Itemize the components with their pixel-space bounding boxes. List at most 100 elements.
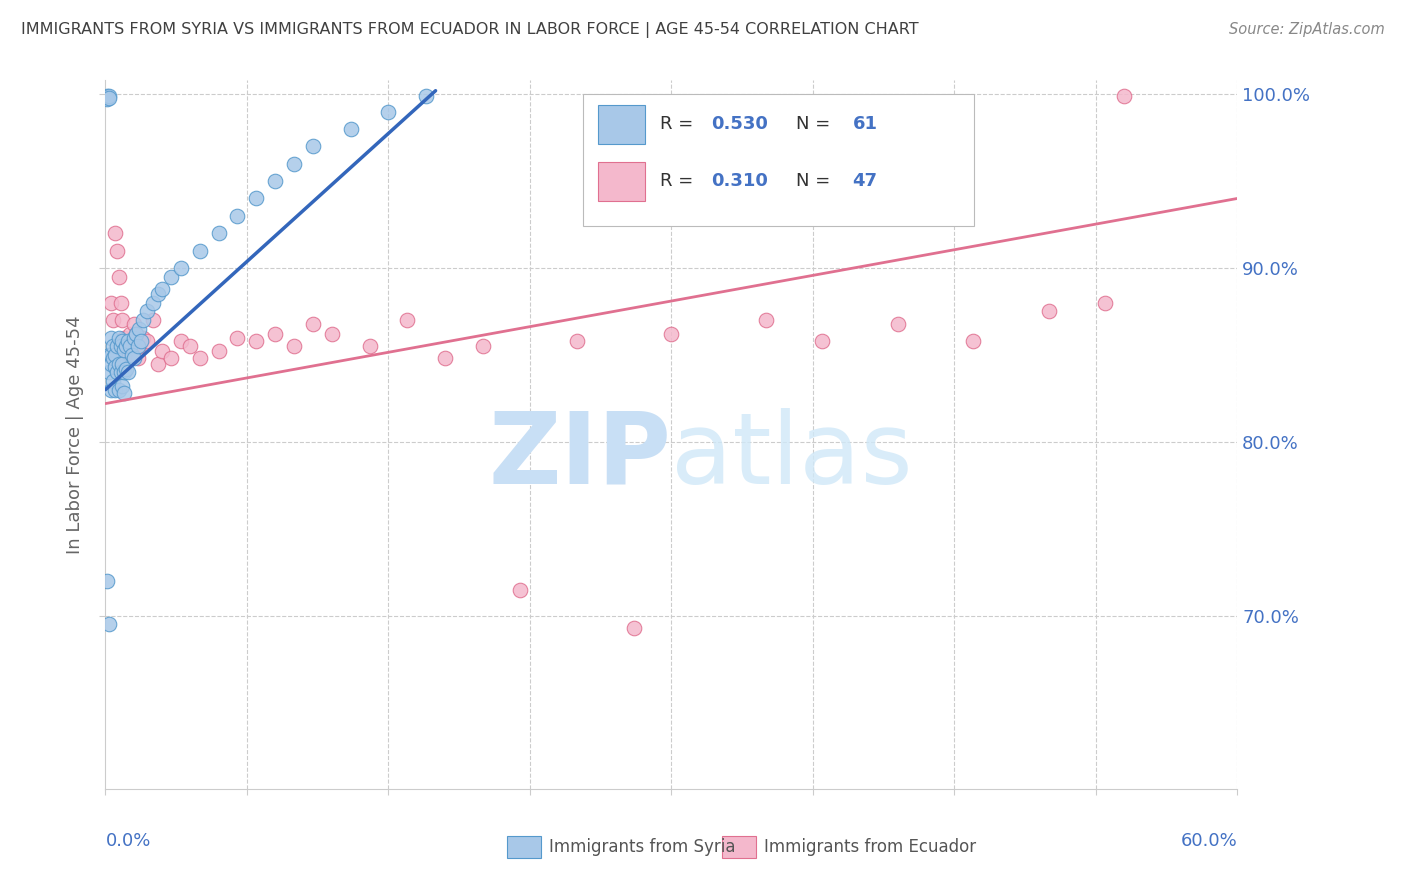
Point [111, 357, 134, 371]
Point [150, 344, 173, 359]
Point [623, 621, 645, 635]
Point [112, 386, 135, 401]
Point [132, 313, 155, 327]
Point [128, 339, 150, 353]
Point [107, 269, 129, 284]
Point [111, 379, 134, 393]
Point [129, 334, 152, 348]
Text: 60.0%: 60.0% [1181, 832, 1237, 850]
Point [962, 334, 984, 348]
Point [115, 339, 138, 353]
Point [121, 348, 143, 362]
Text: R =: R = [659, 172, 699, 190]
Text: 0.530: 0.530 [711, 115, 768, 133]
FancyBboxPatch shape [598, 105, 645, 145]
Point [339, 122, 361, 136]
Point [136, 304, 159, 318]
Point [101, 339, 124, 353]
Text: Source: ZipAtlas.com: Source: ZipAtlas.com [1229, 22, 1385, 37]
Point [117, 365, 139, 379]
Point [110, 339, 132, 353]
Point [104, 360, 127, 375]
Point [264, 326, 287, 341]
Point [142, 313, 165, 327]
Point [104, 226, 127, 240]
Point [105, 244, 128, 258]
Point [415, 89, 437, 103]
Point [245, 334, 267, 348]
Point [110, 295, 132, 310]
Point [127, 351, 149, 366]
Point [96, 574, 118, 588]
Text: Immigrants from Ecuador: Immigrants from Ecuador [765, 838, 976, 855]
Point [396, 313, 419, 327]
Point [118, 326, 141, 341]
Point [124, 326, 146, 341]
Point [101, 313, 124, 327]
Point [118, 339, 141, 353]
Text: atlas: atlas [672, 408, 912, 505]
Point [127, 339, 149, 353]
Point [433, 351, 456, 366]
Point [188, 244, 211, 258]
Point [188, 351, 211, 366]
Point [170, 260, 193, 275]
Point [565, 334, 588, 348]
Point [150, 282, 173, 296]
Point [100, 330, 122, 344]
Point [98, 90, 121, 104]
Point [122, 351, 145, 366]
Point [302, 139, 325, 153]
Text: 0.310: 0.310 [711, 172, 768, 190]
Point [148, 287, 170, 301]
Point [245, 192, 267, 206]
Point [661, 326, 683, 341]
Point [107, 330, 129, 344]
Point [110, 365, 132, 379]
Point [117, 334, 139, 348]
Point [208, 344, 231, 359]
Point [160, 351, 183, 366]
Point [104, 348, 127, 362]
Point [283, 157, 305, 171]
Point [121, 339, 143, 353]
Text: IMMIGRANTS FROM SYRIA VS IMMIGRANTS FROM ECUADOR IN LABOR FORCE | AGE 45-54 CORR: IMMIGRANTS FROM SYRIA VS IMMIGRANTS FROM… [21, 22, 918, 38]
Point [117, 348, 139, 362]
Point [107, 383, 129, 397]
Point [132, 330, 155, 344]
Text: Immigrants from Syria: Immigrants from Syria [550, 838, 735, 855]
Point [105, 339, 128, 353]
Point [755, 313, 778, 327]
Text: N =: N = [796, 172, 835, 190]
Point [471, 339, 494, 353]
Point [887, 317, 910, 331]
Point [100, 348, 122, 362]
Point [124, 326, 146, 341]
Point [98, 365, 121, 379]
Point [122, 317, 145, 331]
Point [283, 339, 305, 353]
Text: 0.0%: 0.0% [105, 832, 150, 850]
Point [226, 209, 249, 223]
Point [100, 383, 122, 397]
Point [115, 361, 138, 376]
Point [142, 295, 165, 310]
FancyBboxPatch shape [508, 836, 541, 858]
Point [100, 357, 122, 371]
Point [1114, 89, 1136, 103]
Point [100, 295, 122, 310]
Point [321, 326, 343, 341]
Point [170, 334, 193, 348]
Point [179, 339, 201, 353]
Point [96, 89, 118, 103]
Point [101, 351, 124, 366]
Point [208, 226, 231, 240]
Point [811, 334, 834, 348]
Point [302, 317, 325, 331]
Text: R =: R = [659, 115, 699, 133]
Point [264, 174, 287, 188]
FancyBboxPatch shape [723, 836, 756, 858]
Point [359, 339, 381, 353]
Text: 61: 61 [852, 115, 877, 133]
Point [509, 582, 531, 597]
